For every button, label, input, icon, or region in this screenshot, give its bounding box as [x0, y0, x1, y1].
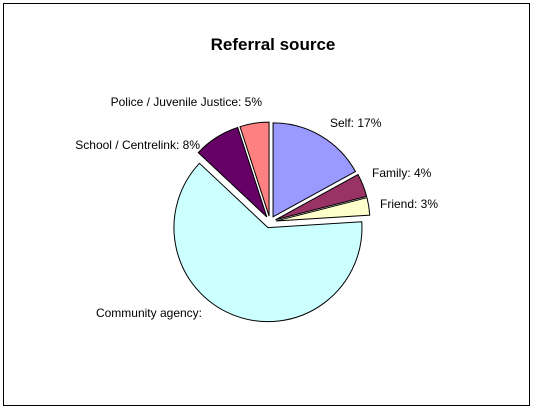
pie-slices [173, 121, 371, 323]
pie-label-school-centrelink: School / Centrelink: 8% [75, 138, 200, 152]
pie-slice-self [272, 122, 357, 218]
pie-slice-community-agency [173, 162, 363, 323]
pie-label-self: Self: 17% [330, 116, 382, 130]
pie-slice-family [275, 173, 368, 221]
pie-slice-police-juvenile-justice [239, 121, 270, 217]
pie-labels: Self: 17% Family: 4% Friend: 3% Community a… [75, 95, 438, 320]
pie-slice-friend [275, 197, 371, 222]
pie-slice-school-centrelink [197, 126, 268, 218]
chart-title: Referral source [211, 35, 336, 54]
pie-label-friend: Friend: 3% [380, 197, 438, 211]
pie-label-police-juvenile-justice: Police / Juvenile Justice: 5% [111, 95, 263, 109]
pie-label-family: Family: 4% [372, 166, 432, 180]
pie-label-community-agency: Community agency: [96, 306, 202, 320]
